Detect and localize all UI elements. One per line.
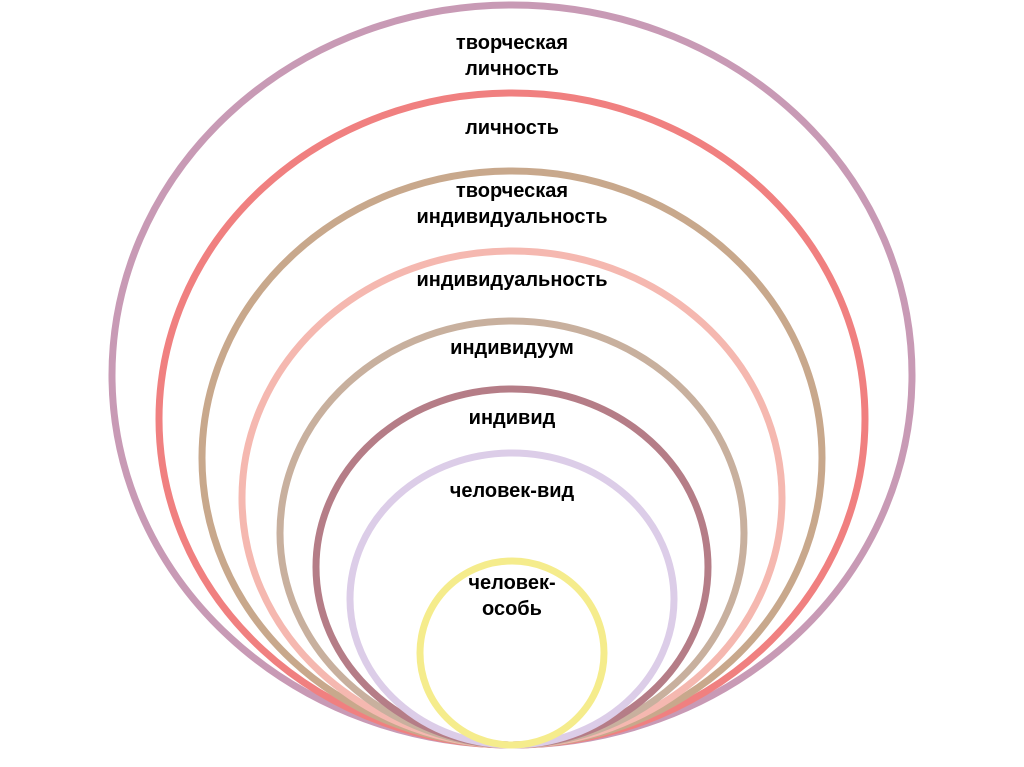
ring-5 <box>316 389 708 745</box>
ring-label-1: личность <box>465 115 559 141</box>
ring-label-3: индивидуальность <box>416 267 607 293</box>
ring-label-2: творческая индивидуальность <box>416 178 607 230</box>
ring-label-5: индивид <box>469 405 556 431</box>
ring-label-4: индивидуум <box>450 335 574 361</box>
ring-label-7: человек- особь <box>468 570 555 622</box>
ring-label-6: человек-вид <box>450 478 575 504</box>
ring-4 <box>280 321 744 745</box>
nested-ellipse-diagram: творческая личность личность творческая ин… <box>0 0 1024 767</box>
ring-label-0: творческая личность <box>456 30 568 82</box>
